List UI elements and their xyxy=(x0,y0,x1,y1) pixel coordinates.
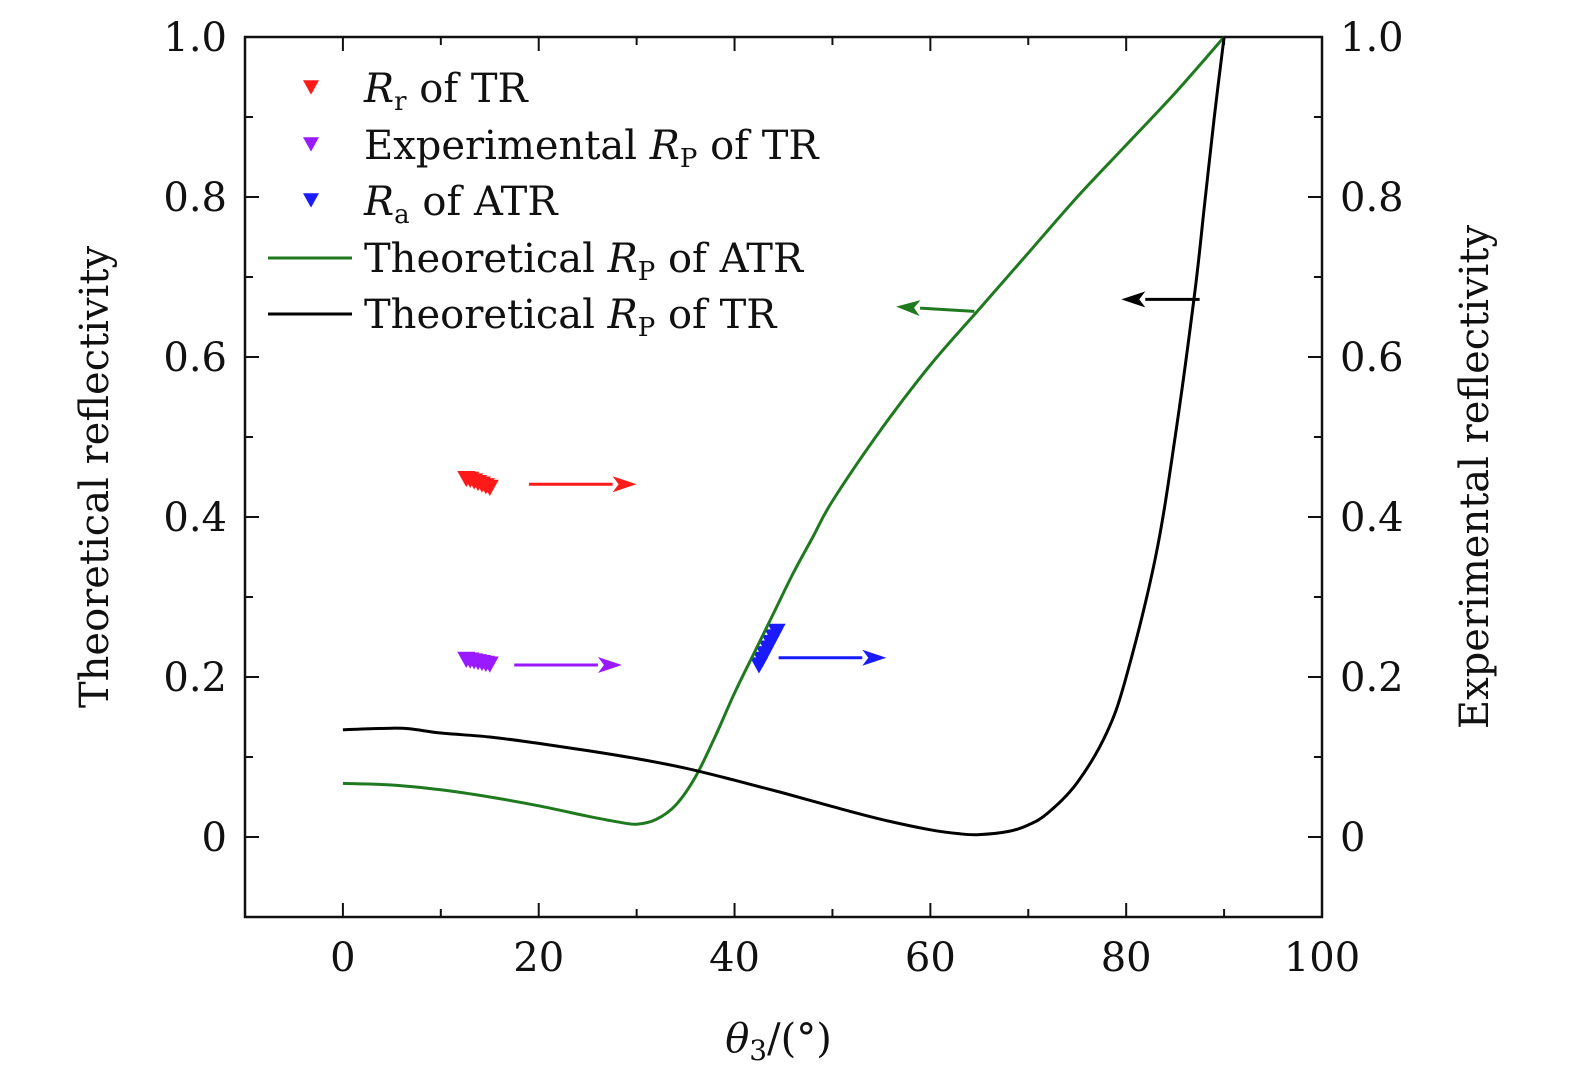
line-theoretical-rp-of-atr xyxy=(342,36,1226,826)
legend-label-ra-of-atr: Ra of ATR xyxy=(363,179,559,230)
x-axis-label: θ3/(°) xyxy=(725,1016,832,1067)
y-tick-label-right: 0.6 xyxy=(1340,335,1404,381)
x-tick-label: 60 xyxy=(905,935,956,981)
point-rr-of-tr xyxy=(480,479,499,496)
legend-label-rr-of-tr: Rr of TR xyxy=(363,66,530,117)
arrow-head xyxy=(612,476,637,493)
y-tick-label-right: 0.4 xyxy=(1340,495,1404,541)
y-tick-label-right: 0.8 xyxy=(1340,175,1404,221)
legend-label-theoretical-rp-of-tr: Theoretical RP of TR xyxy=(364,292,778,343)
legend-label-experimental-rp-of-tr: Experimental RP of TR xyxy=(364,123,820,174)
y-axis-label-right: Experimental reflectivity xyxy=(1452,224,1498,729)
line-theoretical-rp-of-tr xyxy=(342,36,1226,837)
y-axis-label-left: Theoretical reflectivity xyxy=(72,246,118,708)
x-tick-label: 0 xyxy=(330,935,355,981)
arrow-head xyxy=(1121,291,1146,308)
legend-marker-rr-of-tr xyxy=(303,80,319,95)
legend-label-theoretical-rp-of-atr: Theoretical RP of ATR xyxy=(364,236,805,287)
direction-arrow xyxy=(896,300,975,317)
y-tick-label-right: 0.2 xyxy=(1340,655,1404,701)
y-tick-label-left: 0.2 xyxy=(163,655,227,701)
y-tick-label-left: 0.4 xyxy=(163,495,227,541)
x-tick-label: 80 xyxy=(1101,935,1152,981)
point-ra-of-atr xyxy=(767,623,786,640)
direction-arrow xyxy=(1121,291,1200,308)
legend-marker-ra-of-atr xyxy=(303,193,319,208)
y-tick-label-left: 0 xyxy=(202,815,227,861)
plot-frame xyxy=(243,35,1324,919)
direction-arrow xyxy=(528,476,637,493)
y-tick-label-left: 0.6 xyxy=(163,335,227,381)
direction-arrow xyxy=(514,657,622,673)
arrow-head xyxy=(597,657,622,673)
arrow-head xyxy=(862,649,887,666)
y-tick-label-right: 1.0 xyxy=(1340,15,1404,61)
arrow-shaft xyxy=(919,306,975,313)
y-tick-label-left: 0.8 xyxy=(163,175,227,221)
x-tick-label: 20 xyxy=(513,935,564,981)
direction-arrow xyxy=(778,649,887,666)
x-tick-label: 40 xyxy=(709,935,760,981)
x-tick-label: 100 xyxy=(1284,935,1360,981)
y-tick-label-left: 1.0 xyxy=(163,15,227,61)
legend-marker-experimental-rp-of-tr xyxy=(303,137,319,152)
point-experimental-rp-of-tr xyxy=(480,656,499,673)
y-tick-label-right: 0 xyxy=(1340,815,1365,861)
arrow-head xyxy=(896,300,921,317)
